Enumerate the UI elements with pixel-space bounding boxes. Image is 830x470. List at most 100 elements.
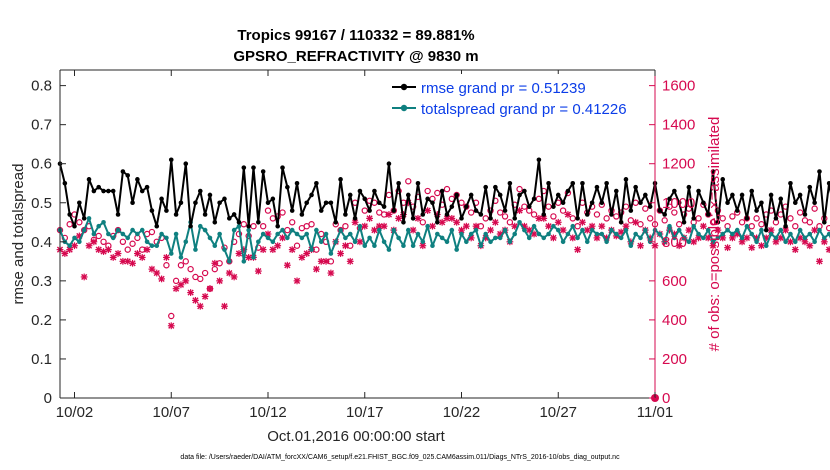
legend-marker-spread	[400, 104, 408, 112]
totalspread-point	[86, 216, 92, 221]
rmse-point	[178, 200, 184, 206]
obs-assimilated-point	[491, 218, 499, 226]
rmse-point	[372, 188, 377, 194]
obs-assimilated-point	[187, 289, 195, 296]
totalspread-point	[744, 223, 750, 229]
rmse-point	[730, 192, 735, 198]
rmse-point	[560, 200, 566, 206]
totalspread-point	[251, 255, 256, 260]
rmse-point	[686, 184, 692, 190]
rmse-point	[444, 212, 450, 217]
obs-possible-point	[671, 209, 678, 216]
obs-assimilated-point	[225, 269, 233, 277]
obs-assimilated-point	[158, 275, 165, 283]
totalspread-point	[788, 231, 793, 237]
rmse-point	[570, 180, 576, 186]
totalspread-point	[144, 239, 150, 245]
obs-assimilated-point	[61, 250, 69, 257]
obs-assimilated-point	[758, 242, 765, 250]
totalspread-point	[468, 231, 474, 237]
rmse-point	[802, 212, 808, 217]
obs-possible-point	[825, 224, 830, 232]
obs-possible-point	[806, 219, 813, 226]
obs-assimilated-point	[535, 214, 543, 222]
totalspread-point	[730, 231, 735, 237]
totalspread-point	[526, 235, 532, 241]
rmse-point	[502, 208, 508, 213]
totalspread-point	[323, 231, 329, 237]
obs-possible-point	[787, 215, 794, 222]
obs-possible-point	[424, 187, 431, 195]
rmse-point	[173, 212, 179, 217]
obs-assimilated-point	[574, 246, 582, 254]
rmse-point	[318, 208, 324, 213]
obs-assimilated-point	[545, 222, 552, 230]
rmse-point	[106, 188, 111, 194]
obs-assimilated-point	[129, 259, 136, 267]
obs-possible-point	[530, 211, 538, 218]
totalspread-point	[710, 239, 716, 245]
rmse-point	[125, 173, 131, 178]
obs-assimilated-point	[772, 238, 780, 246]
totalspread-point	[372, 243, 377, 249]
rmse-point	[314, 180, 319, 186]
totalspread-point	[667, 223, 672, 229]
rmse-point	[401, 219, 406, 225]
totalspread-point	[130, 227, 135, 233]
obs-possible-point	[738, 219, 746, 226]
totalspread-point	[120, 231, 126, 237]
obs-assimilated-point	[317, 257, 325, 265]
rmse-point	[280, 165, 285, 170]
totalspread-point	[773, 235, 779, 241]
rmse-point	[164, 208, 169, 213]
rmse-point	[77, 200, 82, 206]
obs-assimilated-point	[109, 254, 117, 261]
rmse-point	[256, 219, 261, 225]
totalspread-point	[318, 239, 324, 245]
legend: rmse grand pr = 0.51239 totalspread gran…	[386, 74, 648, 122]
obs-possible-point	[501, 213, 509, 220]
totalspread-point	[720, 231, 726, 237]
legend-box	[386, 74, 648, 122]
totalspread-point	[604, 239, 609, 245]
rmse-point	[473, 208, 479, 213]
rmse-point	[449, 204, 455, 209]
totalspread-point	[222, 247, 227, 252]
data-layer	[56, 157, 830, 402]
rmse-point	[517, 192, 522, 198]
totalspread-point	[173, 231, 179, 237]
totalspread-point	[807, 231, 813, 237]
totalspread-point	[299, 235, 305, 241]
obs-assimilated-point	[709, 242, 717, 250]
obs-assimilated-point	[259, 246, 267, 254]
totalspread-point	[420, 239, 426, 245]
obs-assimilated-point	[617, 228, 625, 236]
totalspread-point	[565, 231, 571, 237]
obs-assimilated-point	[216, 277, 224, 285]
obs-possible-point	[753, 215, 760, 222]
obs-possible-point	[811, 205, 818, 212]
obs-assimilated-point	[554, 218, 562, 226]
rmse-point	[575, 216, 580, 221]
rmse-point	[638, 200, 643, 206]
obs-assimilated-point	[172, 285, 180, 293]
totalspread-point	[594, 231, 600, 237]
rmse-point	[275, 223, 280, 229]
obs-assimilated-point	[192, 296, 199, 304]
totalspread-point	[614, 231, 619, 237]
rmse-point	[202, 212, 208, 217]
rmse-point	[681, 219, 687, 225]
rmse-point	[667, 196, 672, 202]
totalspread-point	[575, 235, 580, 241]
y-right-tick-label: 1400	[662, 117, 695, 134]
totalspread-point	[357, 223, 363, 229]
rmse-point	[154, 223, 160, 229]
totalspread-point	[164, 235, 169, 241]
obs-assimilated-point	[371, 226, 378, 234]
x-tick-labels: 10/02 10/07 10/12 10/17 10/22 10/27 11/01	[56, 404, 673, 421]
x-tick-label: 10/02	[56, 404, 94, 421]
rmse-point	[647, 204, 653, 209]
obs-assimilated-point	[559, 226, 567, 234]
x-axis-label: Oct.01,2016 00:00:00 start	[267, 428, 445, 445]
obs-possible-point	[405, 178, 412, 185]
